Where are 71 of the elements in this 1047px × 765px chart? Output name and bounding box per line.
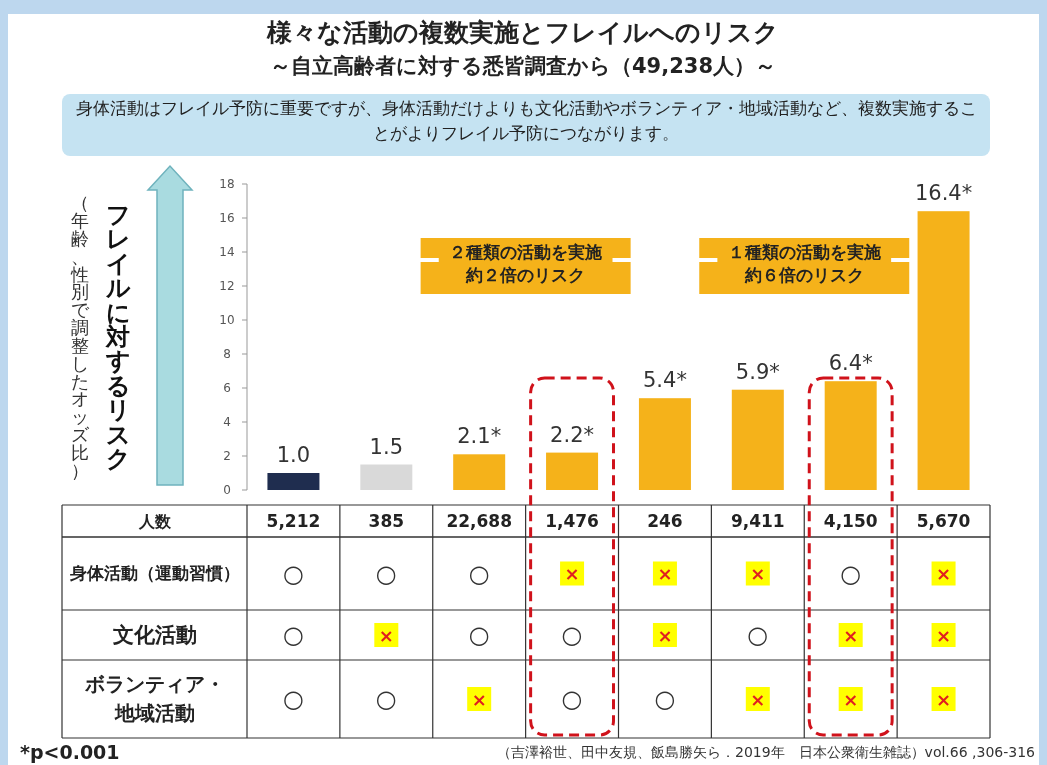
y-tick-label: 16 <box>219 211 235 225</box>
text: × <box>936 688 952 710</box>
text: ○ <box>468 621 490 649</box>
text: × <box>657 624 673 646</box>
bar <box>824 381 877 490</box>
text: × <box>936 624 952 646</box>
chart-title: 様々な活動の複数実施とフレイルへのリスク <box>266 17 779 47</box>
bar <box>638 398 691 490</box>
text: ○ <box>282 621 304 649</box>
annotation: １種類の活動を実施約６倍のリスク <box>727 242 881 287</box>
x-tick-label: 246 <box>647 511 683 531</box>
y-tick-label: 4 <box>223 415 231 429</box>
y-tick-label: 6 <box>223 381 231 395</box>
y-tick-label: 8 <box>223 347 231 361</box>
text: × <box>564 563 580 584</box>
x-tick-label: 22,688 <box>446 511 512 531</box>
text: ○ <box>375 559 397 588</box>
text: × <box>936 563 952 584</box>
text: × <box>750 688 766 710</box>
data-label: 16.4* <box>914 181 973 206</box>
text: ○ <box>282 559 304 588</box>
x-tick-label: 385 <box>368 511 405 531</box>
text: 身体活動はフレイル予防に重要ですが、身体活動だけよりも文化活動やボランティア・地域活動など、複数実施することがよりフレイル予防につながります。 <box>74 98 978 145</box>
bar <box>546 452 599 490</box>
y-tick-label: 10 <box>219 313 235 327</box>
text: ○ <box>747 621 769 649</box>
x-tick-label: 1,476 <box>545 511 599 531</box>
category-label: ボランティア・地域活動 <box>84 672 225 725</box>
text: × <box>750 563 766 584</box>
text: ○ <box>654 685 676 713</box>
x-tick-label: 5,670 <box>916 511 971 531</box>
x-tick-label: 9,411 <box>730 511 785 531</box>
bar <box>731 389 784 490</box>
text: × <box>378 624 394 646</box>
text: ○ <box>561 621 583 649</box>
text: ○ <box>561 685 583 713</box>
chart-subtitle: ～自立高齢者に対する悉皆調査から（49,238人）～ <box>269 54 777 78</box>
y-tick-label: 12 <box>219 279 235 293</box>
data-label: 1.0 <box>276 443 311 467</box>
y-tick-label: 0 <box>223 483 231 497</box>
bar <box>360 464 413 490</box>
bar <box>267 473 320 490</box>
text: ○ <box>468 559 490 588</box>
data-label: 1.5 <box>369 434 404 459</box>
y-tick-label: 18 <box>219 177 235 191</box>
data-label: 2.1* <box>457 424 502 449</box>
data-label: 2.2* <box>550 422 595 447</box>
text: ○ <box>375 685 397 713</box>
text: *p<0.001 <box>20 741 120 763</box>
category-label: 文化活動 <box>112 622 197 647</box>
text: × <box>843 624 859 646</box>
x-axis-title: 人数 <box>137 511 172 531</box>
text: × <box>843 688 859 710</box>
category-label: 身体活動（運動習慣） <box>69 563 240 584</box>
text: × <box>657 563 673 584</box>
bar <box>453 454 506 490</box>
x-tick-label: 4,150 <box>823 511 878 531</box>
text: フレイルに対するリスク <box>105 200 131 474</box>
annotation: ２種類の活動を実施約２倍のリスク <box>448 242 603 287</box>
text: （吉澤裕世、田中友規、飯島勝矢ら．2019年 日本公衆衛生雑誌）vol.66 ,306-316 <box>496 744 1036 760</box>
y-tick-label: 14 <box>219 245 235 259</box>
x-tick-label: 5,212 <box>266 511 321 531</box>
bar <box>917 211 970 490</box>
data-label: 6.4* <box>828 351 873 376</box>
text: ○ <box>840 559 862 588</box>
text: ○ <box>282 685 304 713</box>
text: （年齢、性別で調整したオッズ比） <box>71 193 89 481</box>
text: × <box>471 688 487 710</box>
data-label: 5.4* <box>642 368 687 393</box>
data-label: 5.9* <box>735 359 780 384</box>
y-tick-label: 2 <box>223 449 231 463</box>
